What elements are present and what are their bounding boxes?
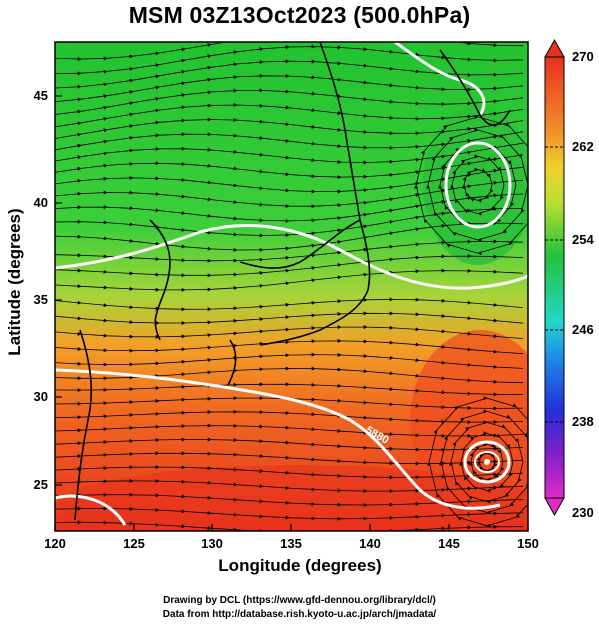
typhoon-center: [484, 459, 490, 465]
x-tick-label: 145: [438, 536, 460, 551]
streamline: [427, 396, 528, 528]
credits: Drawing by DCL (https://www.gfd-dennou.o…: [0, 594, 599, 622]
streamline: [55, 366, 524, 384]
colorbar-tick-label: 238: [572, 414, 594, 429]
streamline: [55, 268, 524, 292]
axis-ticks: [54, 95, 529, 531]
coastlines: [74, 42, 511, 521]
streamline: [55, 325, 524, 339]
y-tick-label: 35: [33, 292, 48, 307]
colorbar-tick-label: 262: [572, 139, 594, 154]
colorbar-tick-label: 230: [572, 505, 594, 520]
x-tick-label: 150: [517, 536, 539, 551]
streamline: [55, 352, 524, 369]
x-tick-label: 130: [201, 536, 223, 551]
streamline: [55, 311, 524, 326]
y-axis-label: Latitude (degrees): [5, 208, 24, 356]
credit-line-drawing: Drawing by DCL (https://www.gfd-dennou.o…: [163, 595, 436, 606]
wind-streamlines: [55, 42, 528, 531]
height-contours: [55, 42, 528, 526]
x-tick-label: 140: [359, 536, 381, 551]
streamline: [55, 382, 524, 397]
temperature-field: 5880: [55, 42, 528, 531]
x-axis-label: Longitude (degrees): [218, 556, 382, 575]
y-tick-label: 30: [33, 389, 48, 404]
colorbar-tick-label: 246: [572, 322, 594, 337]
colorbar-tick-label: 254: [572, 232, 594, 247]
colorbar: [544, 38, 565, 517]
streamline: [414, 114, 528, 256]
x-tick-label: 125: [123, 536, 145, 551]
streamline: [55, 297, 524, 312]
credit-line-data: Data from http://database.rish.kyoto-u.a…: [162, 609, 437, 620]
y-tick-label: 40: [33, 195, 48, 210]
streamline: [55, 338, 524, 355]
x-tick-label: 120: [44, 536, 66, 551]
y-tick-label: 25: [33, 477, 48, 492]
y-tick-label: 45: [33, 88, 48, 103]
chart-title: MSM 03Z13Oct2023 (500.0hPa): [128, 2, 471, 28]
colorbar-tick-label: 270: [572, 49, 594, 64]
streamline: [55, 520, 524, 531]
x-tick-label: 135: [280, 536, 302, 551]
